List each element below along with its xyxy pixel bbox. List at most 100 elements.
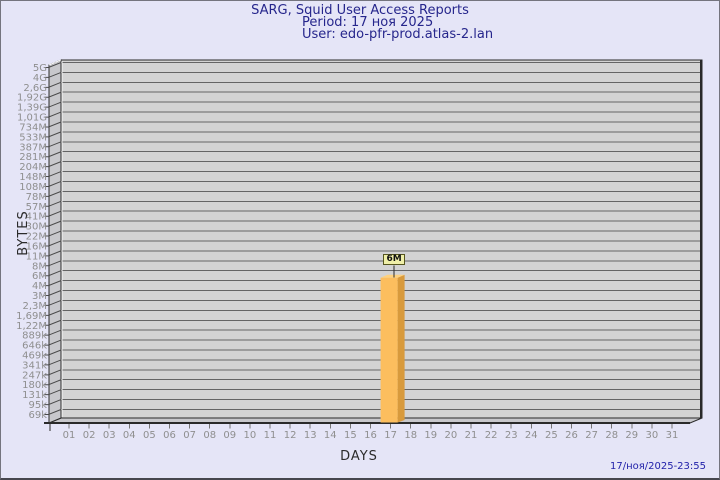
y-tick <box>44 220 62 227</box>
y-tick <box>44 141 62 148</box>
y-tick-label: 57M <box>26 202 47 213</box>
y-tick <box>44 101 62 108</box>
y-tick-label: 204M <box>19 162 47 173</box>
x-tick-label: 20 <box>445 430 458 441</box>
y-tick-label: 148M <box>19 172 47 183</box>
x-tick-label: 22 <box>485 430 498 441</box>
y-tick-label: 4G <box>33 73 47 84</box>
x-tick-label: 01 <box>63 430 76 441</box>
y-tick-label: 16M <box>26 241 47 252</box>
x-tick-label: 23 <box>505 430 518 441</box>
y-tick-label: 8M <box>32 261 47 272</box>
y-tick-label: 6M <box>32 271 47 282</box>
x-tick-label: 06 <box>163 430 176 441</box>
y-tick <box>44 250 62 257</box>
y-tick-label: 3M <box>32 291 47 302</box>
y-tick <box>44 329 62 336</box>
y-tick <box>44 299 62 306</box>
y-tick <box>44 161 62 168</box>
x-tick-label: 04 <box>123 430 136 441</box>
y-tick-label: 281M <box>19 152 47 163</box>
bar-side-face <box>397 274 405 423</box>
x-tick-label: 12 <box>284 430 297 441</box>
generation-timestamp: 17/ноя/2025-23:55 <box>609 461 706 472</box>
x-tick-label: 11 <box>264 430 277 441</box>
y-tick-label: 734M <box>19 122 47 133</box>
y-tick <box>44 62 62 68</box>
y-tick-label: 646k <box>22 341 47 352</box>
y-tick-label: 69k <box>28 410 47 421</box>
y-tick-label: 533M <box>19 132 47 143</box>
y-tick <box>44 81 62 88</box>
y-tick-label: 5G <box>33 63 47 74</box>
x-axis-title: DAYS <box>340 449 378 464</box>
y-tick <box>44 200 62 207</box>
x-tick-label: 16 <box>364 430 377 441</box>
y-tick <box>44 190 62 197</box>
x-tick-label: 14 <box>324 430 337 441</box>
y-tick-label: 108M <box>19 182 47 193</box>
x-tick-label: 17 <box>384 430 397 441</box>
chart-period: Period: 17 ноя 2025 <box>302 15 434 30</box>
x-tick-label: 19 <box>424 430 437 441</box>
y-tick <box>44 181 62 187</box>
wall-top-highlight <box>48 59 62 66</box>
y-tick <box>44 151 62 158</box>
x-tick-label: 15 <box>344 430 357 441</box>
y-tick-label: 341k <box>22 360 47 371</box>
y-tick-label: 2,3M <box>22 301 47 312</box>
x-tick-label: 05 <box>143 430 156 441</box>
y-axis-title: BYTES <box>16 210 31 256</box>
y-tick-label: 22M <box>26 232 47 243</box>
x-tick-label: 31 <box>666 430 679 441</box>
y-tick-label: 131k <box>22 390 47 401</box>
chart-user: User: edo-pfr-prod.atlas-2.lan <box>302 27 494 42</box>
y-tick-label: 387M <box>19 142 47 153</box>
x-tick-label: 21 <box>465 430 478 441</box>
y-tick <box>44 290 62 297</box>
y-tick <box>44 369 62 376</box>
y-tick <box>44 210 62 217</box>
y-tick <box>44 121 62 128</box>
y-tick <box>44 270 62 277</box>
y-tick <box>44 230 62 237</box>
y-tick <box>44 240 62 247</box>
y-tick-label: 1,22M <box>16 321 47 332</box>
y-tick <box>44 379 62 386</box>
chart-title: SARG, Squid User Access Reports <box>251 3 469 18</box>
bar-front-face <box>380 277 398 423</box>
x-tick-label: 18 <box>404 430 417 441</box>
y-tick <box>44 171 62 178</box>
y-tick-label: 1,01G <box>17 113 47 124</box>
y-tick-label: 11M <box>26 251 47 262</box>
y-tick-label: 889k <box>22 331 47 342</box>
y-tick-label: 1,69M <box>16 311 47 322</box>
y-tick <box>44 389 62 396</box>
bar-value-label: 6M <box>383 254 406 266</box>
x-tick-label: 29 <box>625 430 638 441</box>
y-tick <box>44 349 62 356</box>
x-tick-label: 03 <box>103 430 116 441</box>
x-tick-label: 07 <box>183 430 196 441</box>
y-tick-label: 4M <box>32 281 47 292</box>
x-tick-label: 02 <box>83 430 96 441</box>
y-tick-label: 95k <box>28 400 47 411</box>
x-tick-label: 08 <box>203 430 216 441</box>
y-tick-label: 2,6G <box>23 83 47 94</box>
y-tick-label: 1,92G <box>17 93 47 104</box>
x-tick-label: 13 <box>304 430 317 441</box>
x-tick-label: 26 <box>565 430 578 441</box>
y-tick-label: 247k <box>22 370 47 381</box>
y-tick <box>44 280 62 287</box>
x-tick-label: 27 <box>585 430 598 441</box>
y-tick <box>44 339 62 346</box>
y-tick <box>44 399 62 406</box>
y-tick-label: 41M <box>26 212 47 223</box>
x-tick-label: 10 <box>244 430 257 441</box>
x-tick-label: 24 <box>525 430 538 441</box>
y-tick <box>44 111 62 118</box>
y-tick <box>44 309 62 316</box>
x-tick-label: 09 <box>223 430 236 441</box>
